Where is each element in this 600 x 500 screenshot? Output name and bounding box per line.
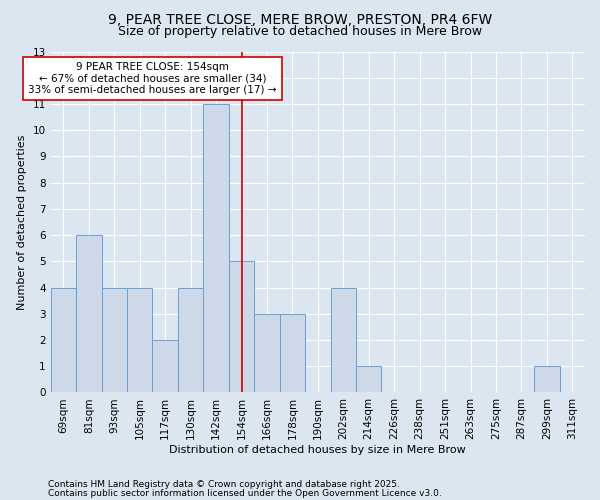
- Bar: [280, 314, 305, 392]
- Bar: [178, 288, 203, 393]
- Bar: [331, 288, 356, 393]
- X-axis label: Distribution of detached houses by size in Mere Brow: Distribution of detached houses by size …: [169, 445, 466, 455]
- Text: Size of property relative to detached houses in Mere Brow: Size of property relative to detached ho…: [118, 25, 482, 38]
- Bar: [127, 288, 152, 393]
- Text: 9 PEAR TREE CLOSE: 154sqm
← 67% of detached houses are smaller (34)
33% of semi-: 9 PEAR TREE CLOSE: 154sqm ← 67% of detac…: [28, 62, 277, 95]
- Bar: [101, 288, 127, 393]
- Bar: [356, 366, 382, 392]
- Bar: [152, 340, 178, 392]
- Bar: [229, 262, 254, 392]
- Bar: [76, 235, 101, 392]
- Bar: [203, 104, 229, 393]
- Bar: [50, 288, 76, 393]
- Text: 9, PEAR TREE CLOSE, MERE BROW, PRESTON, PR4 6FW: 9, PEAR TREE CLOSE, MERE BROW, PRESTON, …: [108, 12, 492, 26]
- Text: Contains public sector information licensed under the Open Government Licence v3: Contains public sector information licen…: [48, 488, 442, 498]
- Bar: [254, 314, 280, 392]
- Text: Contains HM Land Registry data © Crown copyright and database right 2025.: Contains HM Land Registry data © Crown c…: [48, 480, 400, 489]
- Y-axis label: Number of detached properties: Number of detached properties: [17, 134, 27, 310]
- Bar: [534, 366, 560, 392]
